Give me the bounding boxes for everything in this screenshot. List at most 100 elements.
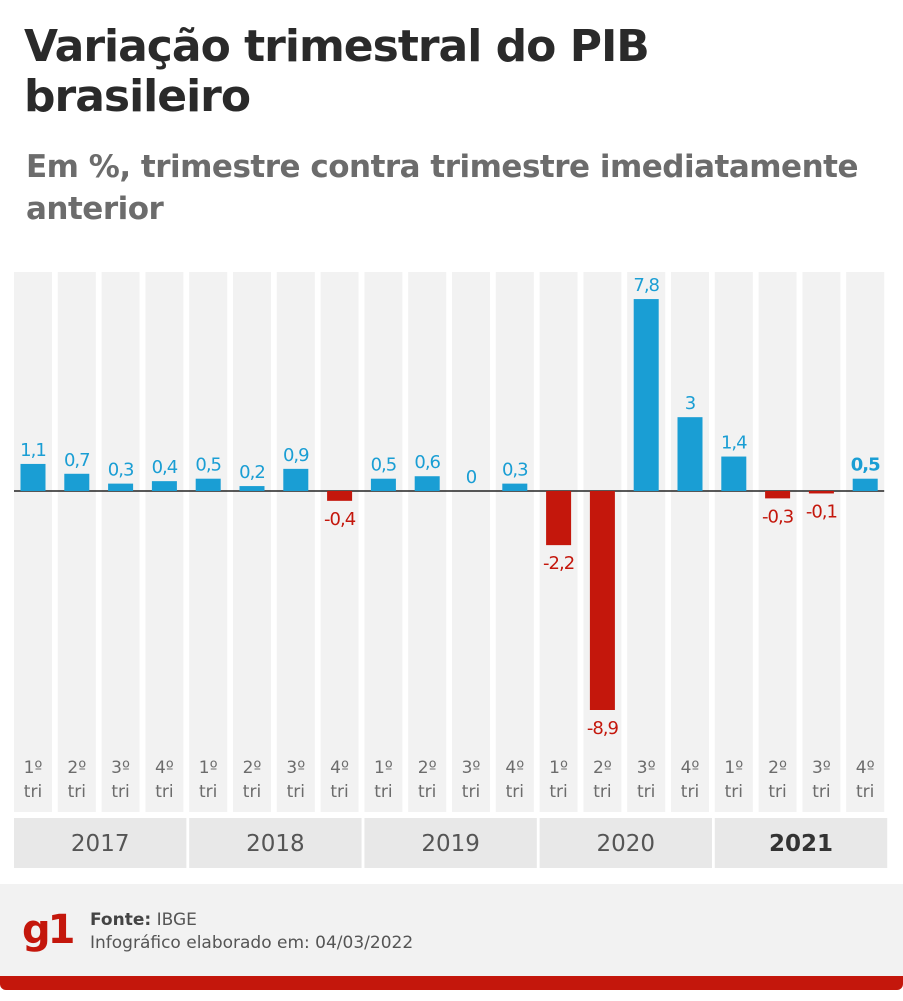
tick-label-tri: tri	[593, 782, 611, 802]
tick-label-tri: tri	[506, 782, 524, 802]
tick-label-quarter: 3º	[812, 758, 831, 778]
tick-label-quarter: 3º	[637, 758, 656, 778]
tick-label-quarter: 4º	[330, 758, 349, 778]
column-background	[714, 272, 753, 812]
footer-accent-bar	[0, 976, 903, 990]
tick-label-tri: tri	[725, 782, 743, 802]
bar	[765, 491, 791, 499]
tick-label-quarter: 4º	[856, 758, 875, 778]
tick-label-quarter: 3º	[286, 758, 305, 778]
bar	[633, 299, 659, 491]
year-label: 2021	[769, 831, 833, 857]
tick-label-tri: tri	[856, 782, 874, 802]
data-label: 0,5	[195, 455, 221, 476]
tick-label-tri: tri	[418, 782, 436, 802]
bar-chart: 1,1 1º tri 0,7 2º tri 0,3 3º tri 0,4 4º tri 0,5 1º tri…	[14, 272, 888, 868]
tick-label-quarter: 1º	[724, 758, 743, 778]
data-label: -0,3	[762, 506, 794, 527]
tick-label-quarter: 3º	[111, 758, 130, 778]
tick-label-quarter: 2º	[67, 758, 86, 778]
made-date: Infográfico elaborado em: 04/03/2022	[90, 933, 414, 953]
bar	[151, 481, 177, 491]
column-background	[758, 272, 797, 812]
bar	[721, 456, 747, 491]
chart-subtitle: Em %, trimestre contra trimestre imediat…	[26, 149, 859, 227]
bar	[239, 486, 265, 491]
data-label: 0	[466, 467, 477, 488]
data-label: 1,1	[20, 440, 46, 461]
tick-label-quarter: 4º	[155, 758, 174, 778]
year-band	[364, 818, 537, 868]
bar	[370, 478, 396, 491]
year-band	[189, 818, 362, 868]
tick-label-quarter: 1º	[549, 758, 568, 778]
year-band	[714, 818, 888, 868]
column-background	[233, 272, 271, 812]
data-label: 0,3	[502, 460, 528, 481]
tick-label-tri: tri	[462, 782, 480, 802]
column-background	[846, 272, 885, 812]
year-band	[539, 818, 712, 868]
tick-label-tri: tri	[637, 782, 655, 802]
bar	[502, 483, 528, 491]
tick-label-tri: tri	[24, 782, 42, 802]
bar	[546, 491, 572, 546]
chart-title: Variação trimestral do PIB brasileiro	[24, 21, 650, 122]
column-background	[320, 272, 359, 812]
tick-label-tri: tri	[549, 782, 567, 802]
year-label: 2020	[597, 831, 656, 857]
column-background	[57, 272, 96, 812]
year-label: 2019	[421, 831, 480, 857]
bar	[283, 468, 309, 491]
tick-label-quarter: 1º	[374, 758, 393, 778]
column-background	[101, 272, 140, 812]
data-label: 1,4	[721, 433, 747, 454]
tick-label-quarter: 2º	[418, 758, 437, 778]
bar	[677, 417, 703, 491]
data-label: -8,9	[587, 718, 619, 739]
tick-label-tri: tri	[155, 782, 173, 802]
bar	[414, 476, 440, 491]
source-label: Fonte:	[90, 910, 152, 930]
tick-label-tri: tri	[330, 782, 348, 802]
tick-label-quarter: 3º	[462, 758, 481, 778]
tick-label-tri: tri	[68, 782, 86, 802]
data-label: 7,8	[633, 275, 659, 296]
column-background	[14, 272, 52, 812]
footer	[0, 884, 903, 976]
data-label: -0,4	[324, 509, 356, 530]
tick-label-quarter: 2º	[593, 758, 612, 778]
data-label: -2,2	[543, 553, 574, 574]
tick-label-quarter: 2º	[243, 758, 262, 778]
data-label: 3	[685, 393, 696, 414]
bar	[852, 478, 878, 491]
column-background	[276, 272, 315, 812]
bar	[20, 463, 46, 491]
data-label: 0,9	[283, 445, 309, 466]
tick-label-tri: tri	[812, 782, 830, 802]
bar	[327, 491, 353, 501]
bar	[589, 491, 615, 710]
year-label: 2018	[246, 831, 305, 857]
column-background	[802, 272, 841, 812]
source-value: IBGE	[156, 910, 197, 930]
source-line: Fonte: IBGE	[90, 909, 197, 931]
column-background	[189, 272, 228, 812]
tick-label-tri: tri	[199, 782, 217, 802]
tick-label-tri: tri	[243, 782, 261, 802]
year-band	[14, 818, 187, 868]
data-label: 0,5	[851, 455, 880, 476]
column-background	[452, 272, 490, 812]
column-background	[408, 272, 447, 812]
data-label: 0,7	[64, 450, 90, 471]
column-background	[145, 272, 184, 812]
bar	[195, 478, 221, 491]
tick-label-quarter: 1º	[199, 758, 218, 778]
data-label: 0,6	[414, 452, 440, 473]
bar	[64, 473, 90, 491]
data-label: 0,5	[371, 455, 397, 476]
bar	[808, 491, 834, 494]
data-label: 0,3	[108, 460, 134, 481]
tick-label-tri: tri	[681, 782, 699, 802]
year-label: 2017	[71, 831, 130, 857]
